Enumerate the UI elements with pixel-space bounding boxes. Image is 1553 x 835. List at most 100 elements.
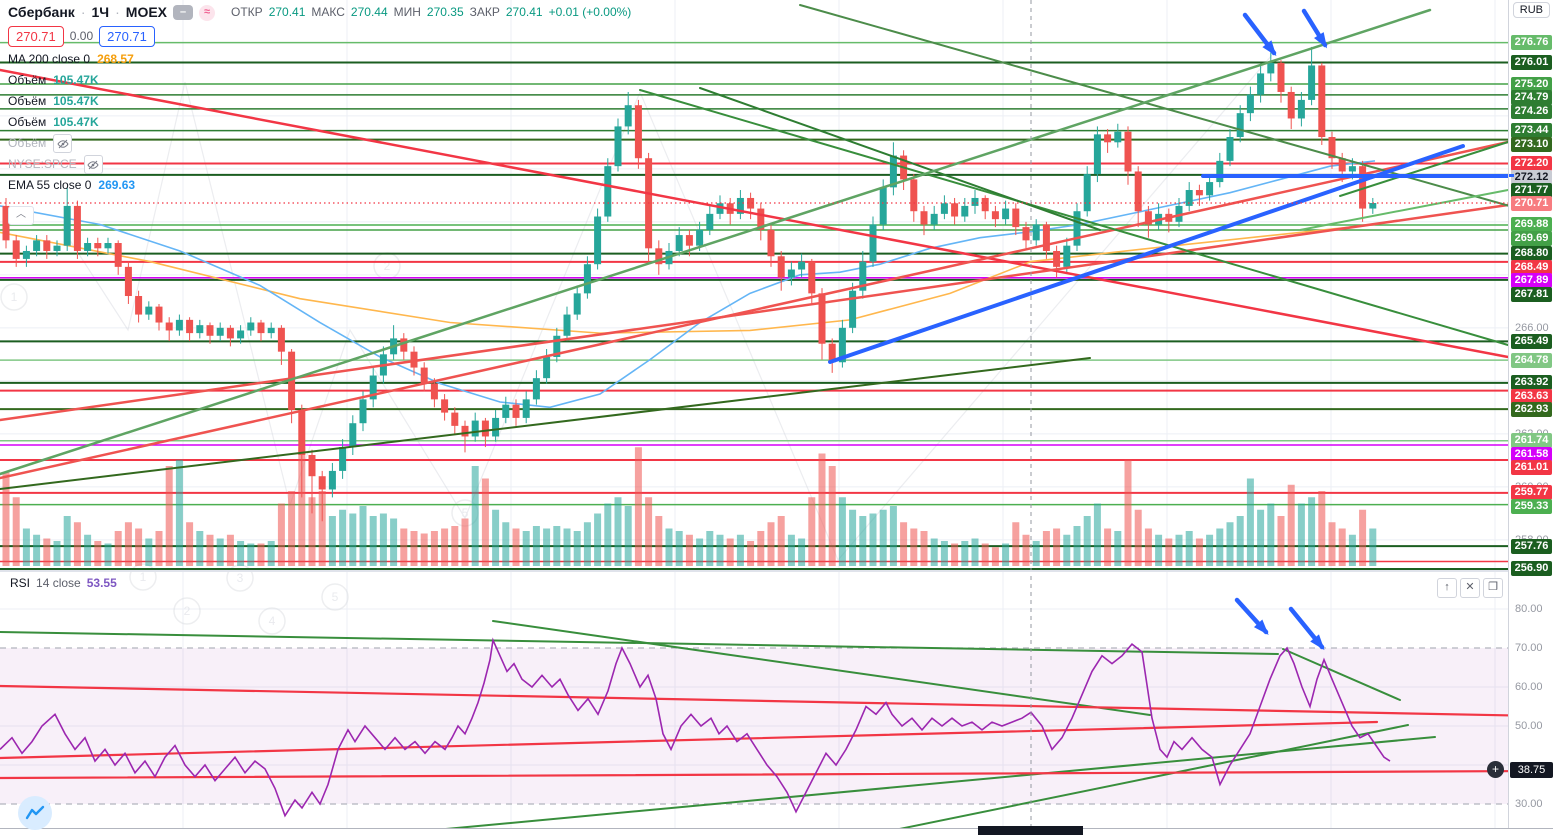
svg-text:4: 4 bbox=[269, 614, 276, 628]
close-pane-button[interactable]: ✕ bbox=[1460, 578, 1480, 598]
current-price-label: 270.71 bbox=[1511, 195, 1552, 211]
legend: Сбербанк · 1Ч · MOEX – ≈ ОТКР 270.41 МАКС… bbox=[8, 2, 631, 196]
indicator-row-6[interactable]: EMA 55 close 0 269.63 bbox=[8, 175, 631, 196]
exchange[interactable]: MOEX bbox=[125, 4, 168, 20]
price-level-label: 261.01 bbox=[1511, 460, 1552, 476]
indicator-name: MA 200 close 0 bbox=[8, 52, 91, 66]
spread-value: 0.00 bbox=[69, 29, 94, 43]
indicator-value: 269.63 bbox=[98, 178, 136, 192]
rsi-axis-tick: 60.00 bbox=[1515, 681, 1543, 693]
price-level-label: 269.88 bbox=[1511, 217, 1552, 233]
indicator-name: Объём bbox=[8, 73, 47, 87]
price-level-label: 263.92 bbox=[1511, 375, 1552, 391]
price-level-label: 276.76 bbox=[1511, 35, 1552, 51]
indicator-value: 268.57 bbox=[97, 52, 134, 66]
price-level-label: 263.63 bbox=[1511, 388, 1552, 404]
price-level-label: 268.80 bbox=[1511, 246, 1552, 262]
indicator-value: 105.47K bbox=[53, 115, 99, 129]
collapse-indicators-button[interactable]: ︿ bbox=[8, 206, 34, 225]
price-axis[interactable]: 266.00262.00260.00258.0080.0070.0060.005… bbox=[1487, 0, 1553, 828]
timeframe[interactable]: 1Ч bbox=[91, 4, 110, 20]
price-level-label: 267.89 bbox=[1511, 273, 1552, 289]
rsi-axis-tick: 30.00 bbox=[1515, 798, 1543, 810]
maximize-pane-button[interactable]: ❐ bbox=[1483, 578, 1503, 598]
indicator-value: 105.47K bbox=[53, 73, 99, 87]
price-level-label: 272.20 bbox=[1511, 156, 1552, 171]
price-level-label: 256.90 bbox=[1511, 561, 1552, 577]
price-level-label: 262.93 bbox=[1511, 402, 1552, 418]
move-pane-up-button[interactable]: ↑ bbox=[1437, 578, 1457, 598]
time-axis[interactable] bbox=[0, 828, 1553, 835]
separator: · bbox=[115, 4, 120, 20]
separator: · bbox=[80, 4, 86, 20]
indicator-row-3[interactable]: Объём 105.47K bbox=[8, 112, 631, 133]
svg-text:5: 5 bbox=[462, 506, 469, 520]
price-level-label: 274.26 bbox=[1511, 103, 1552, 119]
rsi-params: 14 close bbox=[36, 576, 81, 590]
symbol-name[interactable]: Сбербанк bbox=[8, 4, 75, 20]
change-readout: +0.01 (+0.00%) bbox=[548, 5, 632, 19]
rsi-line bbox=[0, 637, 1391, 818]
crosshair-price-label: 38.75 bbox=[1510, 761, 1553, 778]
rsi-axis-tick: 80.00 bbox=[1515, 603, 1543, 615]
svg-text:1: 1 bbox=[11, 290, 18, 304]
price-level-label: 272.12 bbox=[1511, 169, 1552, 185]
indicator-row-4[interactable]: Объём bbox=[8, 133, 631, 154]
indicator-value: 105.47K bbox=[53, 94, 99, 108]
indicator-name: EMA 55 close 0 bbox=[8, 178, 92, 192]
trendline-drawings[interactable] bbox=[0, 4, 1542, 835]
price-level-label: 267.81 bbox=[1511, 286, 1552, 302]
arrow-annotations[interactable] bbox=[1234, 8, 1328, 651]
buy-price-button[interactable]: 270.71 bbox=[99, 26, 155, 47]
delayed-data-icon[interactable]: ≈ bbox=[199, 4, 216, 21]
crosshair-time-label bbox=[978, 826, 1083, 835]
price-level-label: 264.78 bbox=[1511, 352, 1552, 368]
price-level-label: 257.76 bbox=[1511, 538, 1552, 554]
rsi-band bbox=[0, 647, 1508, 805]
svg-text:3: 3 bbox=[237, 571, 244, 585]
indicator-name: Объём bbox=[8, 136, 47, 150]
price-level-label: 261.74 bbox=[1511, 433, 1552, 449]
price-level-label: 276.01 bbox=[1511, 55, 1552, 71]
price-level-label: 269.69 bbox=[1511, 230, 1552, 246]
price-level-label: 273.10 bbox=[1511, 136, 1552, 152]
price-level-label: 275.20 bbox=[1511, 76, 1552, 92]
price-level-label: 271.77 bbox=[1511, 183, 1552, 198]
indicator-row-0[interactable]: MA 200 close 0 268.57 bbox=[8, 49, 631, 70]
svg-text:2: 2 bbox=[384, 259, 391, 273]
rsi-axis-tick: 70.00 bbox=[1515, 642, 1543, 654]
sell-price-button[interactable]: 270.71 bbox=[8, 26, 64, 47]
indicator-name: NYSE:SPCE bbox=[8, 157, 77, 171]
rsi-legend[interactable]: RSI 14 close 53.55 bbox=[10, 576, 117, 590]
price-level-label: 265.49 bbox=[1511, 333, 1552, 349]
eye-off-icon[interactable] bbox=[53, 134, 73, 153]
pane-divider[interactable] bbox=[0, 570, 1508, 572]
eye-off-icon[interactable] bbox=[83, 155, 103, 174]
symbol-title[interactable]: Сбербанк · 1Ч · MOEX – ≈ ОТКР 270.41 МАКС… bbox=[8, 2, 631, 23]
price-level-label: 259.77 bbox=[1511, 485, 1552, 501]
rsi-axis-tick: 50.00 bbox=[1515, 720, 1543, 732]
svg-text:1: 1 bbox=[140, 570, 147, 584]
rsi-value: 53.55 bbox=[86, 576, 117, 590]
price-level-label: 268.49 bbox=[1511, 259, 1552, 275]
price-level-label: 273.44 bbox=[1511, 123, 1552, 139]
ohlc-readout: ОТКР 270.41 МАКС 270.44 МИН 270.35 ЗАКР 270.… bbox=[231, 2, 631, 23]
indicator-row-2[interactable]: Объём 105.47K bbox=[8, 91, 631, 112]
add-alert-plus-button[interactable]: + bbox=[1487, 761, 1504, 779]
price-level-label: 259.33 bbox=[1511, 498, 1552, 514]
market-status-icon[interactable]: – bbox=[173, 5, 194, 20]
indicator-row-1[interactable]: Объём 105.47K bbox=[8, 70, 631, 91]
rsi-name: RSI bbox=[10, 576, 31, 590]
price-level-lines[interactable] bbox=[0, 41, 1508, 570]
indicator-row-5[interactable]: NYSE:SPCE bbox=[8, 154, 631, 175]
volume-bars bbox=[2, 447, 1377, 566]
blue-line-axis-marker bbox=[1509, 173, 1514, 177]
currency-button[interactable]: RUB bbox=[1512, 2, 1550, 18]
chart-ideas-logo[interactable] bbox=[18, 796, 52, 830]
indicator-name: Объём bbox=[8, 115, 47, 129]
price-level-label: 274.79 bbox=[1511, 90, 1552, 105]
indicator-list: MA 200 close 0 268.57 Объём 105.47K Объём 105… bbox=[8, 49, 631, 196]
mountain-icon bbox=[25, 805, 45, 820]
